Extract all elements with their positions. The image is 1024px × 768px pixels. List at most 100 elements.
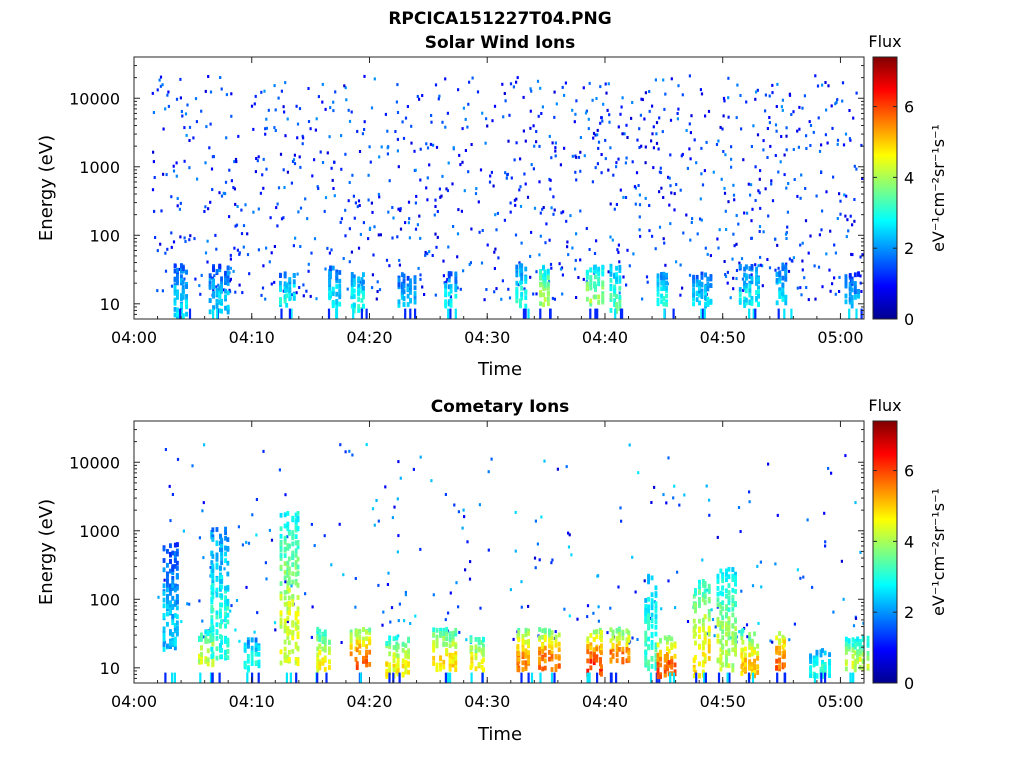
scatter-pixel: [649, 617, 652, 620]
flux-pixel: [283, 595, 287, 601]
scatter-pixel: [371, 286, 374, 290]
scatter-pixel: [419, 277, 422, 281]
flux-pixel: [211, 537, 215, 542]
flux-pixel: [350, 286, 354, 292]
scatter-pixel: [732, 193, 736, 197]
flux-pixel: [663, 672, 667, 678]
flux-pixel: [524, 266, 528, 272]
flux-pixel: [328, 646, 331, 652]
scatter-pixel: [503, 92, 506, 95]
scatter-pixel: [534, 566, 537, 570]
scatter-pixel: [783, 153, 786, 157]
flux-pixel: [585, 275, 589, 280]
scatter-pixel: [555, 102, 558, 106]
flux-pixel: [727, 607, 731, 613]
scatter-pixel: [750, 219, 753, 223]
scatter-pixel: [636, 638, 639, 641]
flux-pixel: [744, 283, 748, 289]
flux-pixel: [734, 643, 737, 648]
flux-pixel: [851, 637, 855, 643]
scatter-pixel: [631, 101, 634, 104]
scatter-pixel: [370, 106, 374, 110]
scatter-pixel: [154, 236, 157, 239]
scatter-pixel: [607, 82, 610, 86]
flux-pixel: [329, 266, 332, 272]
flux-pixel: [283, 285, 287, 291]
flux-pixel: [286, 565, 290, 570]
scatter-pixel: [615, 161, 618, 165]
flux-pixel: [226, 637, 230, 643]
scatter-pixel: [829, 289, 832, 293]
flux-pixel: [524, 290, 528, 295]
scatter-pixel: [693, 138, 696, 142]
flux-pixel: [200, 659, 203, 665]
scatter-pixel: [386, 583, 389, 586]
flux-pixel: [783, 636, 786, 642]
flux-pixel: [524, 627, 528, 633]
scatter-pixel: [830, 104, 833, 108]
flux-pixel: [618, 306, 622, 311]
flux-pixel: [753, 667, 756, 672]
flux-pixel: [451, 637, 455, 643]
scatter-pixel: [599, 121, 602, 125]
scatter-pixel: [230, 179, 233, 183]
flux-pixel: [175, 631, 179, 637]
scatter-pixel: [574, 258, 577, 262]
scatter-pixel: [523, 287, 526, 291]
scatter-pixel: [592, 611, 595, 615]
flux-pixel: [329, 274, 332, 279]
scatter-pixel: [762, 148, 765, 152]
flux-pixel: [727, 574, 731, 580]
scatter-pixel: [651, 104, 654, 108]
scatter-pixel: [533, 556, 537, 560]
scatter-pixel: [183, 126, 186, 130]
flux-pixel: [844, 650, 848, 655]
flux-pixel: [257, 645, 261, 651]
flux-pixel: [224, 270, 227, 276]
flux-pixel: [530, 672, 534, 683]
flux-pixel: [543, 285, 547, 291]
flux-pixel: [709, 283, 713, 288]
flux-pixel: [287, 602, 291, 607]
scatter-pixel: [153, 209, 156, 213]
scatter-pixel: [220, 87, 223, 91]
flux-pixel: [828, 665, 831, 670]
scatter-pixel: [673, 208, 676, 212]
flux-pixel: [402, 283, 406, 289]
flux-pixel: [291, 635, 295, 641]
scatter-pixel: [651, 234, 654, 238]
flux-pixel: [362, 285, 365, 291]
flux-pixel: [784, 264, 788, 270]
flux-pixel: [316, 652, 320, 658]
flux-pixel: [451, 634, 455, 640]
flux-pixel: [731, 640, 735, 646]
scatter-pixel: [313, 237, 317, 241]
flux-pixel: [734, 579, 737, 585]
scatter-pixel: [478, 503, 481, 507]
flux-pixel: [409, 278, 412, 284]
flux-pixel: [316, 634, 320, 639]
scatter-pixel: [601, 119, 604, 123]
scatter-pixel: [648, 204, 651, 207]
flux-pixel: [435, 634, 439, 640]
scatter-pixel: [175, 161, 178, 165]
flux-pixel: [243, 648, 247, 653]
scatter-pixel: [799, 286, 802, 290]
scatter-pixel: [198, 536, 201, 540]
flux-pixel: [445, 649, 449, 654]
scatter-pixel: [409, 622, 412, 625]
flux-pixel: [200, 637, 203, 642]
scatter-pixel: [740, 127, 743, 131]
flux-pixel: [435, 643, 439, 649]
scatter-pixel: [301, 134, 304, 138]
scatter-pixel: [186, 103, 189, 107]
flux-pixel: [698, 603, 701, 609]
flux-pixel: [656, 287, 660, 292]
flux-pixel: [448, 657, 452, 662]
scatter-pixel: [745, 100, 748, 104]
flux-pixel: [442, 636, 446, 641]
flux-pixel: [283, 569, 287, 575]
flux-pixel: [166, 549, 169, 554]
scatter-pixel: [667, 175, 670, 179]
scatter-pixel: [326, 151, 329, 155]
